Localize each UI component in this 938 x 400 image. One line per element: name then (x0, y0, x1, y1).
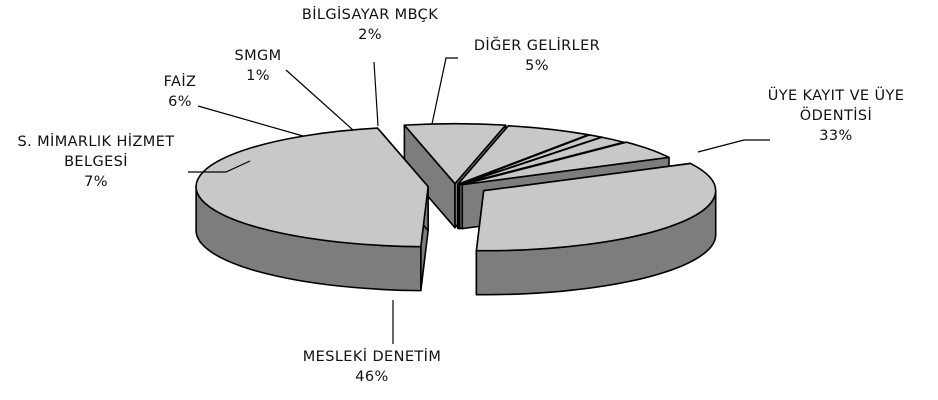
leader-uye-kayit (697, 139, 770, 153)
leader-diger-gelirler (431, 57, 458, 125)
slice-top (195, 127, 429, 248)
slice-top (475, 162, 717, 252)
label-mimarlik-hizmet-belgesi: S. MİMARLIK HİZMET BELGESİ 7% (17, 132, 174, 190)
label-leader-lines (188, 57, 770, 344)
label-value: 33% (819, 128, 852, 144)
label-diger-gelirler: DİĞER GELİRLER 5% (474, 36, 600, 74)
label-text: ÖDENTİSİ (800, 106, 872, 124)
label-text: S. MİMARLIK HİZMET (17, 132, 174, 150)
label-value: 6% (168, 94, 192, 110)
leader-bilgisayar-mbck (373, 61, 379, 127)
label-smgm: SMGM 1% (234, 48, 281, 84)
label-mesleki-denetim: MESLEKİ DENETİM 46% (303, 347, 442, 385)
slice-top (461, 141, 670, 186)
leader-faiz (197, 105, 304, 137)
leader-smgm (285, 69, 354, 131)
label-faiz: FAİZ 6% (164, 72, 197, 110)
pie-slices (195, 122, 717, 296)
label-text: DİĞER GELİRLER (474, 36, 600, 54)
label-text: SMGM (234, 48, 281, 64)
slice-labels: ÜYE KAYIT VE ÜYE ÖDENTİSİ 33% MESLEKİ DENET… (17, 5, 905, 385)
label-bilgisayar-mbck: BİLGİSAYAR MBÇK 2% (302, 5, 438, 43)
label-text: MESLEKİ DENETİM (303, 347, 442, 365)
label-text: BELGESİ (64, 152, 128, 170)
label-value: 1% (246, 68, 270, 84)
label-value: 5% (525, 58, 549, 74)
label-text: BİLGİSAYAR MBÇK (302, 5, 438, 23)
label-value: 46% (355, 369, 388, 385)
slice-top (403, 122, 507, 185)
label-text: ÜYE KAYIT VE ÜYE (768, 86, 905, 104)
label-value: 7% (84, 174, 108, 190)
label-text: FAİZ (164, 72, 197, 90)
slice-mesleki-denetim (195, 127, 429, 292)
label-uye-kayit: ÜYE KAYIT VE ÜYE ÖDENTİSİ 33% (768, 86, 905, 144)
slice-uye-kayit (475, 162, 717, 296)
label-value: 2% (358, 27, 382, 43)
leader-mimarlik-hizmet-belgesi (188, 160, 251, 173)
